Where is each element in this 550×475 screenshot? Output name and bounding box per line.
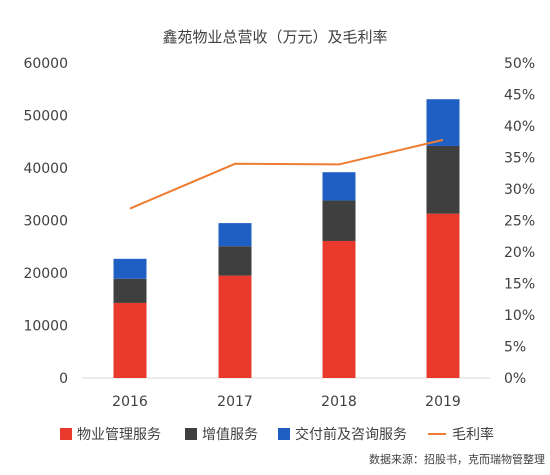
bar-segment (426, 145, 460, 214)
y-left-tick-label: 20000 (23, 266, 68, 282)
y-left-tick-label: 60000 (23, 56, 68, 72)
x-tick-label: 2017 (217, 394, 253, 410)
legend-label: 交付前及咨询服务 (295, 426, 407, 443)
source-note: 数据来源：招股书，克而瑞物管整理 (369, 452, 545, 466)
bars (113, 99, 460, 378)
bar-segment (113, 278, 147, 303)
legend-label: 物业管理服务 (77, 427, 161, 443)
y-left-tick-label: 30000 (23, 214, 68, 230)
x-tick-label: 2016 (112, 394, 148, 410)
bar-segment (322, 172, 356, 201)
chart-title: 鑫苑物业总营收（万元）及毛利率 (162, 28, 387, 46)
bar-segment (426, 213, 460, 378)
y-left-tick-label: 50000 (23, 109, 68, 125)
bar-segment (426, 99, 460, 146)
y-right-tick-label: 10% (504, 308, 535, 324)
legend-swatch (185, 428, 197, 440)
y-left-tick-label: 10000 (23, 319, 68, 335)
y-left-tick-label: 40000 (23, 161, 68, 177)
bar-segment (113, 258, 147, 279)
y-right-tick-label: 5% (504, 340, 526, 356)
legend-label: 增值服务 (202, 427, 258, 443)
legend-swatch (60, 428, 72, 440)
y-right-tick-label: 20% (504, 245, 535, 261)
bar-segment (322, 240, 356, 378)
legend-label: 毛利率 (452, 426, 494, 443)
legend: 物业管理服务 增值服务 交付前及咨询服务 毛利率 (60, 426, 494, 443)
margin-line-path (129, 138, 444, 210)
right-axis: 0% 5% 10% 15% 20% 25% 30% 35% 40% 45% 50% (504, 56, 535, 387)
y-right-tick-label: 45% (504, 88, 535, 104)
y-right-tick-label: 30% (504, 182, 535, 198)
y-left-tick-label: 0 (59, 371, 68, 387)
y-right-tick-label: 40% (504, 119, 535, 135)
y-right-tick-label: 15% (504, 277, 535, 293)
bar-segment (218, 223, 252, 247)
bar-segment (113, 302, 147, 378)
y-right-tick-label: 50% (504, 56, 535, 72)
x-axis: 2016 2017 2018 2019 (112, 394, 461, 410)
left-axis: 0 10000 20000 30000 40000 50000 60000 (23, 56, 68, 387)
bar-segment (218, 246, 252, 276)
bar-segment (218, 275, 252, 378)
y-right-tick-label: 0% (504, 371, 526, 387)
x-tick-label: 2018 (321, 394, 357, 410)
x-tick-label: 2019 (425, 394, 461, 410)
y-right-tick-label: 35% (504, 151, 535, 167)
legend-swatch (278, 428, 290, 440)
bar-segment (322, 200, 356, 241)
y-right-tick-label: 25% (504, 214, 535, 230)
margin-line (129, 138, 444, 210)
